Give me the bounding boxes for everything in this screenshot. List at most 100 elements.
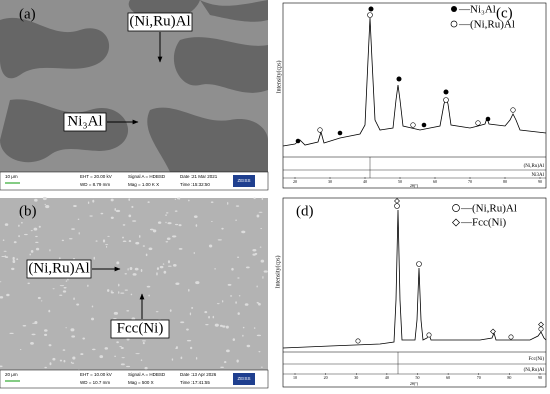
info-text: Mag = 500 X xyxy=(128,380,154,385)
speck xyxy=(29,253,31,256)
x-tick-label: 80 xyxy=(503,179,507,184)
speck xyxy=(132,220,137,222)
speck xyxy=(165,241,169,243)
speck xyxy=(44,366,47,369)
panel-label: (c) xyxy=(496,5,513,21)
speck xyxy=(242,326,245,329)
speck xyxy=(140,269,143,272)
callout-box xyxy=(63,112,107,132)
speck xyxy=(72,257,76,260)
callout-box xyxy=(26,259,92,279)
speck xyxy=(231,267,234,271)
speck xyxy=(222,325,226,328)
speck xyxy=(127,267,129,271)
speck xyxy=(227,201,229,205)
info-text: Date :21 Mar 2021 xyxy=(180,174,218,179)
ref-label: Fcc(Ni) xyxy=(528,357,544,362)
speck xyxy=(261,197,264,201)
speck xyxy=(62,290,67,293)
x-tick-label: 20 xyxy=(293,179,297,184)
speck xyxy=(245,266,250,269)
speck xyxy=(142,341,145,345)
speck xyxy=(138,234,141,238)
speck xyxy=(166,237,171,240)
speck xyxy=(52,288,55,290)
panel-label: (a) xyxy=(19,6,36,22)
speck xyxy=(172,235,177,238)
speck xyxy=(246,344,251,348)
speck xyxy=(11,267,15,271)
speck xyxy=(104,347,109,350)
speck xyxy=(208,315,210,319)
x-ticks: 10 20 30 40 50 60 70 80 90 xyxy=(293,373,542,380)
speck xyxy=(260,228,262,230)
speck xyxy=(144,366,148,370)
speck xyxy=(156,272,158,276)
speck xyxy=(92,348,96,351)
speck xyxy=(169,309,172,313)
speck xyxy=(6,293,10,297)
logo xyxy=(233,373,255,385)
speck xyxy=(0,365,3,368)
speck xyxy=(253,197,256,200)
sem-image xyxy=(0,198,268,370)
speck xyxy=(27,282,30,285)
speck xyxy=(71,362,75,364)
speck xyxy=(171,358,174,361)
legend-marker xyxy=(452,204,460,212)
x-tick-label: 30 xyxy=(354,375,358,380)
panel-b: (b) (Ni,Ru)Al Fcc(Ni) 20 μm EHT = 10.00 … xyxy=(0,196,269,389)
x-tick-label: 40 xyxy=(363,179,367,184)
xrd-trace xyxy=(282,209,547,349)
speck xyxy=(63,287,67,289)
speck xyxy=(193,251,195,255)
speck xyxy=(37,296,41,300)
speck xyxy=(188,288,190,292)
speck xyxy=(91,317,95,321)
speck xyxy=(105,244,109,246)
speck xyxy=(113,317,117,320)
speck xyxy=(34,198,38,202)
speck xyxy=(131,205,134,208)
speck xyxy=(214,323,219,327)
speck xyxy=(116,261,120,265)
legend-entry: —(Ni,Ru)Al xyxy=(458,19,515,31)
speck xyxy=(92,199,95,203)
speck xyxy=(126,365,131,368)
speck xyxy=(30,341,34,345)
speck xyxy=(174,198,177,201)
speck xyxy=(30,230,33,232)
speck xyxy=(122,236,124,239)
speck xyxy=(128,240,132,243)
speck xyxy=(13,241,17,244)
speck xyxy=(38,225,41,228)
y-axis-label: Intensity(cps) xyxy=(274,256,281,289)
speck xyxy=(78,232,80,235)
speck xyxy=(76,303,80,306)
speck xyxy=(107,235,110,237)
speck xyxy=(65,280,68,282)
speck xyxy=(163,270,167,274)
speck xyxy=(237,256,240,259)
speck xyxy=(33,227,38,231)
speck xyxy=(19,348,22,351)
speck xyxy=(0,296,4,299)
speck xyxy=(4,223,9,226)
speck xyxy=(18,235,20,238)
info-bar xyxy=(0,171,269,191)
speck xyxy=(102,239,106,243)
x-tick-label: 20 xyxy=(324,375,328,380)
speck xyxy=(110,291,115,294)
speck xyxy=(142,245,146,247)
callout: (Ni,Ru)Al xyxy=(28,260,89,276)
speck xyxy=(113,311,119,315)
speck xyxy=(110,216,114,219)
logo-text: ZEISS xyxy=(237,178,250,183)
speck xyxy=(180,356,183,360)
speck xyxy=(59,285,65,287)
speck xyxy=(235,205,240,207)
legend-entry: —(Ni,Ru)Al xyxy=(460,203,517,215)
info-text: Time :17:41:55 xyxy=(180,380,210,385)
speck xyxy=(99,355,104,359)
speck xyxy=(259,246,262,248)
